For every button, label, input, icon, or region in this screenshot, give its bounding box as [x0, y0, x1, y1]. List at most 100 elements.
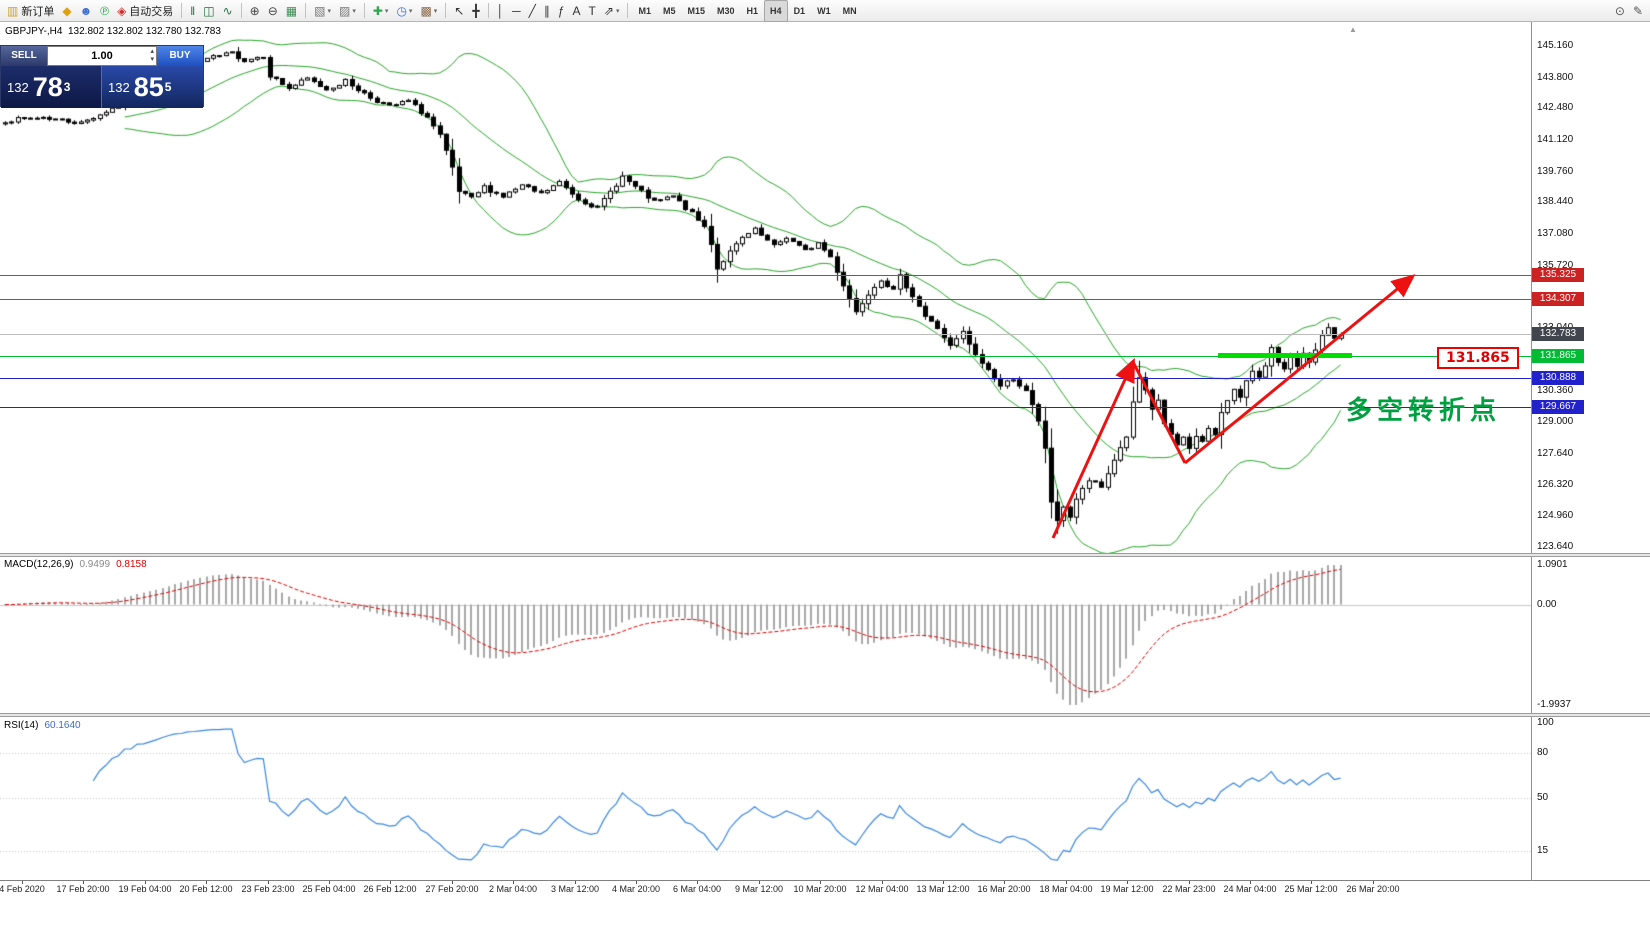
tf-m15-button[interactable]: M15 — [687, 5, 706, 16]
new-order-icon: ▥ — [7, 3, 19, 18]
macd-indicator-label: MACD(12,26,9) 0.9499 0.8158 — [4, 559, 147, 570]
shapes-button[interactable]: ⇗ ▾ — [600, 0, 624, 22]
support-line-blue-lower[interactable] — [0, 407, 1531, 408]
time-axis-label: 4 Mar 20:00 — [611, 884, 661, 894]
chart-shift-button[interactable]: ▨ ▾ — [335, 0, 360, 22]
fibonacci-icon: ƒ — [557, 3, 565, 18]
auto-scroll-icon: ▧ — [314, 3, 326, 18]
horizontal-line-button[interactable]: ─ — [508, 0, 525, 22]
profile-icon: ☻ — [79, 3, 93, 18]
quick-edit-icon: ✎ — [1632, 3, 1643, 18]
macd-axis-label: -1.9937 — [1537, 699, 1571, 710]
line-chart-type-button[interactable]: ∿ — [219, 0, 237, 22]
chevron-down-icon[interactable]: ▾ — [352, 7, 356, 15]
time-axis-tick — [1066, 880, 1067, 884]
label-button[interactable]: T — [585, 0, 600, 22]
buy-price-display[interactable]: 132 85 5 — [102, 66, 203, 108]
auto-scroll-button[interactable]: ▧ ▾ — [310, 0, 335, 22]
time-axis-tick — [1127, 880, 1128, 884]
trendline-button[interactable]: ╱ — [525, 0, 540, 22]
chevron-down-icon[interactable]: ▾ — [408, 7, 413, 15]
chevron-down-icon[interactable]: ▾ — [384, 7, 389, 15]
volume-value[interactable]: 1.00 — [91, 50, 113, 62]
sell-button[interactable]: SELL — [1, 46, 47, 66]
indicators-button[interactable]: ✚ ▾ — [369, 0, 393, 22]
new-chart-icon: ◆ — [62, 3, 72, 18]
resistance-line-lower[interactable] — [0, 299, 1531, 300]
toolbar: ▥ 新订单 ◆ ☻ ℗ ◈ 自动交易 ‖ ◫ ∿ ⊕ ⊖ ▦ ▧ ▾ ▨ ▾ ✚ ▾ ◷ ▾ ▩ ▾ ↖ ╋ │ ─ ╱ ∥ ƒ A T ⇗ ▾ M… — [0, 0, 1650, 22]
rsi-indicator-canvas[interactable] — [0, 717, 1531, 879]
search-icon-button[interactable]: ⊙ — [1611, 0, 1629, 22]
time-axis-line — [0, 880, 1650, 881]
new-chart-button[interactable]: ◆ — [58, 0, 75, 22]
line-chart-type-icon: ∿ — [222, 3, 233, 18]
buy-button[interactable]: BUY — [157, 46, 203, 66]
time-axis-tick — [759, 880, 760, 884]
zoom-in-button[interactable]: ⊕ — [246, 0, 264, 22]
profile-button[interactable]: ☻ — [76, 0, 97, 22]
volume-input[interactable]: 1.00 ▴ ▾ — [47, 46, 157, 66]
time-axis-label: 22 Mar 23:00 — [1162, 884, 1216, 894]
chevron-down-icon[interactable]: ▾ — [433, 7, 438, 15]
time-axis-tick — [390, 880, 391, 884]
text-button[interactable]: A — [569, 0, 585, 22]
periods-icon: ◷ — [396, 3, 407, 18]
fibonacci-button[interactable]: ƒ — [554, 0, 569, 22]
price-tag-131.865: 131.865 — [1532, 349, 1584, 363]
cursor-button[interactable]: ↖ — [450, 0, 468, 22]
volume-spinner[interactable]: ▴ ▾ — [150, 48, 154, 64]
support-line-green[interactable] — [0, 356, 1531, 357]
bar-chart-type-button[interactable]: ‖ — [186, 0, 199, 22]
toolbar-group: ⊙ ✎ — [1611, 0, 1647, 22]
tf-h1-button[interactable]: H1 — [746, 5, 759, 16]
buy-price-big: 85 — [133, 72, 164, 102]
tile-windows-button[interactable]: ▦ — [282, 0, 301, 22]
tf-m30-button[interactable]: M30 — [717, 5, 735, 16]
panel-splitter[interactable] — [0, 713, 1650, 717]
toolbar-group: ✚ ▾ ◷ ▾ ▩ ▾ — [369, 0, 441, 22]
channel-button[interactable]: ∥ — [540, 0, 554, 22]
toolbar-separator — [445, 3, 447, 18]
templates-icon: ▩ — [420, 3, 432, 18]
tf-m5-button[interactable]: M5 — [662, 5, 676, 16]
price-annotation-box[interactable]: 131.865 — [1437, 347, 1519, 369]
zoom-out-button[interactable]: ⊖ — [264, 0, 282, 22]
support-line-blue-upper[interactable] — [0, 378, 1531, 379]
chevron-down-icon[interactable]: ▾ — [615, 7, 620, 15]
tf-h4-button[interactable]: H4 — [764, 0, 788, 22]
spinner-up-icon[interactable]: ▴ — [150, 48, 154, 55]
macd-indicator-canvas[interactable] — [0, 557, 1531, 713]
time-axis-label: 12 Mar 04:00 — [855, 884, 909, 894]
spinner-down-icon[interactable]: ▾ — [150, 56, 154, 63]
tf-m1-button[interactable]: M1 — [638, 5, 651, 16]
time-axis-label: 25 Mar 12:00 — [1284, 884, 1338, 894]
panel-splitter[interactable] — [0, 553, 1650, 557]
crosshair-button[interactable]: ╋ — [468, 0, 483, 22]
macd-axis-label: 0.00 — [1537, 598, 1557, 610]
autotrading-button[interactable]: ◈ 自动交易 — [113, 0, 177, 22]
time-axis-label: 25 Feb 04:00 — [302, 884, 356, 894]
periods-button[interactable]: ◷ ▾ — [392, 0, 416, 22]
vertical-line-button[interactable]: │ — [493, 0, 509, 22]
resistance-line-upper[interactable] — [0, 275, 1531, 276]
candlestick-chart-type-button[interactable]: ◫ — [199, 0, 218, 22]
price-tag-135.325: 135.325 — [1532, 268, 1584, 282]
turning-point-annotation[interactable]: 多空转折点 — [1346, 396, 1502, 426]
price-axis-label: 123.640 — [1537, 541, 1574, 553]
autoscroll-marker-icon[interactable]: ▲ — [1349, 25, 1357, 34]
sell-price-pip: 3 — [63, 80, 71, 94]
tf-w1-button[interactable]: W1 — [817, 5, 831, 16]
market-play-button[interactable]: ℗ — [96, 0, 113, 22]
sell-price-display[interactable]: 132 78 3 — [1, 66, 102, 108]
templates-button[interactable]: ▩ ▾ — [416, 0, 441, 22]
tf-d1-button[interactable]: D1 — [793, 5, 806, 16]
quick-edit-button[interactable]: ✎ — [1629, 0, 1647, 22]
support-highlight-segment[interactable] — [1218, 353, 1352, 358]
chevron-down-icon[interactable]: ▾ — [327, 7, 331, 15]
rsi-axis-label: 15 — [1537, 844, 1549, 856]
tf-mn-button[interactable]: MN — [842, 5, 857, 16]
time-axis-label: 13 Mar 12:00 — [916, 884, 970, 894]
new-order-button[interactable]: ▥ 新订单 — [3, 0, 58, 22]
price-chart-canvas[interactable] — [0, 22, 1531, 553]
current-price-line[interactable] — [0, 334, 1531, 335]
